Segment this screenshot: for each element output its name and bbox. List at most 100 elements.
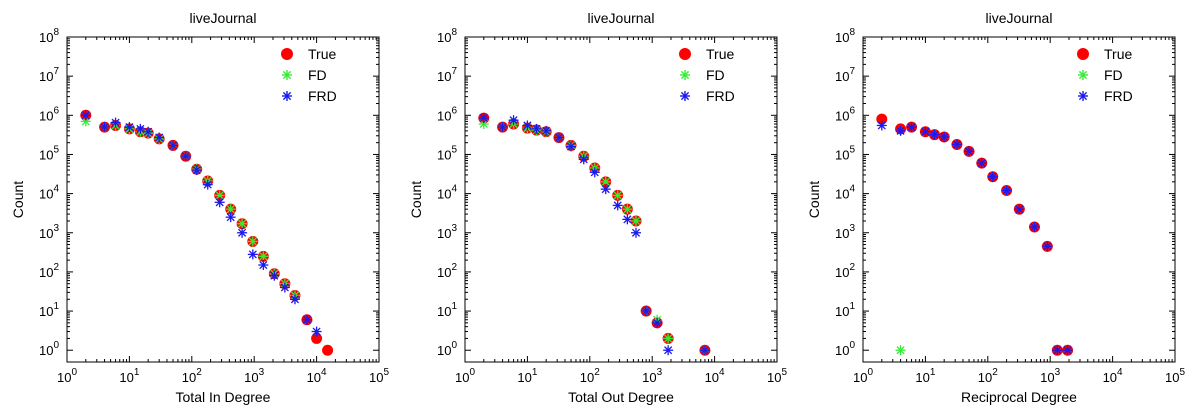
- series-frd: [80, 109, 323, 338]
- y-axis-label: Count: [408, 181, 424, 218]
- series-true: [876, 113, 1074, 356]
- data-point-frd: [191, 164, 203, 176]
- data-point-fd: [894, 344, 907, 356]
- x-tick-label: 104: [307, 367, 327, 385]
- legend-marker-fd: [1077, 69, 1089, 81]
- legend-marker-true: [281, 48, 293, 60]
- data-point-frd: [565, 140, 577, 153]
- y-tick-label: 105: [39, 144, 59, 162]
- data-point-frd: [1061, 344, 1074, 356]
- chart-title: liveJournal: [190, 10, 257, 26]
- data-point-frd: [876, 119, 888, 132]
- chart-title: liveJournal: [986, 10, 1053, 26]
- y-tick-label: 103: [835, 223, 855, 241]
- data-point-frd: [214, 196, 226, 208]
- data-point-true: [311, 332, 323, 344]
- x-tick-label: 101: [915, 367, 935, 385]
- x-tick-label: 101: [517, 367, 537, 385]
- data-point-frd: [540, 125, 552, 137]
- data-point-frd: [963, 145, 975, 158]
- y-tick-label: 102: [835, 262, 855, 280]
- y-tick-label: 108: [437, 27, 457, 45]
- legend-label-true: True: [308, 46, 336, 62]
- x-tick-label: 102: [978, 367, 998, 385]
- y-tick-label: 105: [835, 144, 855, 162]
- data-point-frd: [310, 325, 323, 338]
- data-point-frd: [123, 121, 136, 133]
- data-points: [876, 113, 1074, 356]
- data-point-frd: [553, 131, 565, 144]
- legend-marker-frd: [281, 90, 293, 102]
- data-point-fd: [630, 215, 642, 227]
- data-point-frd: [1041, 240, 1053, 252]
- x-tick-label: 105: [369, 367, 389, 385]
- x-tick-label: 103: [244, 367, 264, 385]
- y-tick-label: 107: [39, 66, 59, 84]
- data-point-frd: [225, 211, 237, 223]
- legend-label-frd: FRD: [706, 88, 735, 104]
- legend-label-frd: FRD: [308, 88, 337, 104]
- y-axis-label: Count: [10, 181, 26, 218]
- x-tick-label: 100: [853, 367, 873, 385]
- y-tick-label: 105: [437, 144, 457, 162]
- data-point-frd: [507, 114, 520, 126]
- plot-frame: [862, 36, 1176, 363]
- data-point-frd: [142, 126, 154, 138]
- data-point-frd: [279, 281, 291, 294]
- legend-label-fd: FD: [1104, 67, 1123, 83]
- legend: True FD FRD: [281, 46, 337, 104]
- x-tick-label: 103: [642, 367, 662, 385]
- data-point-frd: [651, 317, 663, 329]
- series-true: [80, 109, 334, 356]
- data-point-frd: [257, 259, 269, 271]
- y-tick-label: 104: [39, 184, 59, 202]
- data-point-frd: [247, 248, 259, 261]
- legend-label-true: True: [1104, 46, 1132, 62]
- data-point-frd: [612, 199, 624, 212]
- data-point-frd: [167, 139, 179, 152]
- y-tick-label: 106: [437, 105, 457, 123]
- data-point-fd: [247, 235, 259, 248]
- x-axis-label: Reciprocal Degree: [961, 389, 1077, 405]
- y-tick-label: 104: [437, 184, 457, 202]
- data-point-frd: [662, 344, 674, 356]
- data-point-frd: [630, 227, 642, 239]
- y-axis-label: Count: [806, 181, 822, 218]
- data-point-fd: [621, 203, 634, 215]
- chart-panel-3: liveJournal 100 101 102 103 104 105 100 101 102 10…: [806, 10, 1185, 405]
- chart-panel-1: liveJournal 100 101 102 103 104 105 100 101 102 10…: [10, 10, 389, 405]
- data-point-frd: [530, 123, 543, 135]
- series-fd: [894, 344, 907, 356]
- data-point-frd: [578, 153, 590, 165]
- y-tick-label: 107: [835, 66, 855, 84]
- data-point-frd: [478, 112, 490, 124]
- y-tick-label: 103: [39, 223, 59, 241]
- data-point-frd: [919, 126, 932, 138]
- data-point-frd: [268, 270, 280, 282]
- x-tick-label: 103: [1040, 367, 1060, 385]
- data-point-frd: [236, 227, 248, 239]
- data-point-frd: [496, 121, 509, 133]
- legend-marker-frd: [679, 90, 691, 102]
- x-tick-label: 100: [455, 367, 475, 385]
- x-tick-label: 104: [705, 367, 725, 385]
- data-point-frd: [153, 131, 165, 144]
- data-point-frd: [938, 131, 950, 143]
- y-tick-label: 103: [437, 223, 457, 241]
- data-point-frd: [987, 171, 999, 183]
- x-axis-label: Total In Degree: [176, 389, 271, 405]
- data-point-frd: [640, 305, 652, 317]
- x-tick-label: 105: [767, 367, 787, 385]
- y-tick-label: 100: [437, 340, 457, 358]
- data-point-frd: [951, 138, 963, 151]
- x-tick-label: 105: [1165, 367, 1185, 385]
- data-point-frd: [699, 344, 711, 356]
- y-tick-label: 106: [835, 105, 855, 123]
- y-tick-label: 102: [39, 262, 59, 280]
- y-tick-label: 108: [39, 27, 59, 45]
- data-point-frd: [1028, 221, 1041, 233]
- data-point-frd: [1051, 344, 1063, 356]
- series-fd: [80, 115, 301, 302]
- data-point-frd: [894, 125, 907, 137]
- x-tick-label: 102: [580, 367, 600, 385]
